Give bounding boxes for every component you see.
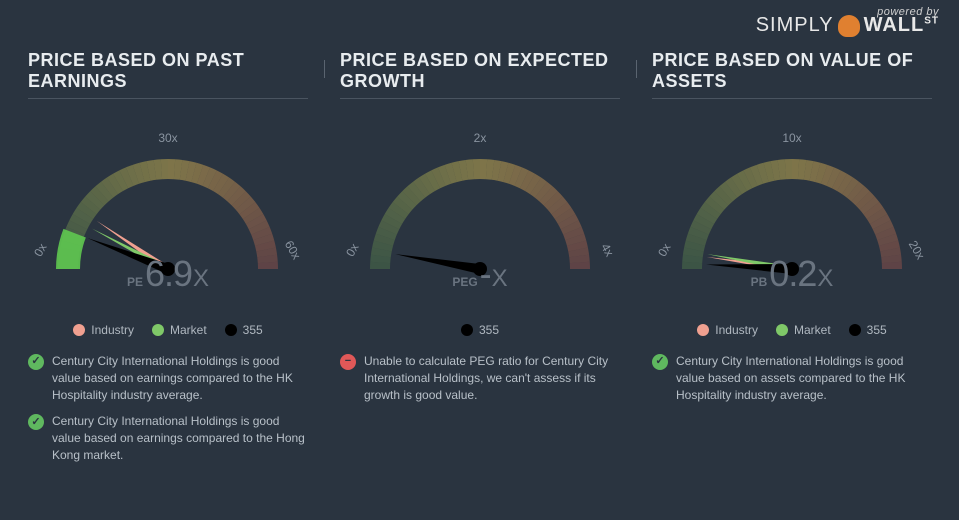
note-text: Century City International Holdings is g… [52, 353, 308, 403]
panel-title: PRICE BASED ON PAST EARNINGS [28, 50, 308, 92]
gauge-wrap: 0x30x60xPE6.9X [28, 119, 308, 319]
brand-logo: powered by SIMPLY WALLST [756, 6, 939, 37]
value-number: 6.9 [145, 253, 192, 295]
gauge-value: PE6.9X [127, 253, 209, 295]
legend-item: Industry [73, 323, 134, 337]
value-prefix: PE [127, 275, 143, 289]
note-item: −Unable to calculate PEG ratio for Centu… [340, 353, 620, 403]
gauge-tick-mid: 10x [782, 131, 801, 145]
legend: 355 [340, 323, 620, 337]
gauge-tick-mid: 2x [474, 131, 487, 145]
logo-simply: SIMPLY [756, 14, 834, 37]
value-number: 0.2 [769, 253, 816, 295]
value-suffix: X [817, 265, 833, 293]
legend: Industry Market 355 [652, 323, 932, 337]
legend-item: 355 [461, 323, 499, 337]
legend-item: 355 [849, 323, 887, 337]
panel-title: PRICE BASED ON VALUE OF ASSETS [652, 50, 932, 92]
legend-label: Market [794, 323, 831, 337]
note-item: ✓ Century City International Holdings is … [28, 413, 308, 463]
value-prefix: PEG [452, 275, 477, 289]
legend-label: 355 [243, 323, 263, 337]
legend-dot-icon [776, 324, 788, 336]
notes-list: ✓ Century City International Holdings is … [28, 353, 308, 464]
legend-dot-icon [73, 324, 85, 336]
legend-dot-icon [849, 324, 861, 336]
gauge-value: PB0.2X [751, 253, 834, 295]
legend-label: 355 [479, 323, 499, 337]
value-suffix: X [193, 265, 209, 293]
legend: Industry Market 355 [28, 323, 308, 337]
note-item: ✓ Century City International Holdings is … [652, 353, 932, 403]
legend-label: Market [170, 323, 207, 337]
note-item: ✓ Century City International Holdings is … [28, 353, 308, 403]
note-text: Unable to calculate PEG ratio for Centur… [364, 353, 620, 403]
gauge-value: PEG-X [452, 253, 507, 295]
logo-wall: WALL [864, 14, 925, 36]
legend-item: Market [152, 323, 207, 337]
panels-container: PRICE BASED ON PAST EARNINGS 0x30x60xPE6.… [0, 0, 959, 474]
legend-item: Industry [697, 323, 758, 337]
divider [28, 98, 308, 99]
divider [340, 98, 620, 99]
bull-icon [838, 15, 860, 37]
check-icon: ✓ [28, 354, 44, 370]
value-prefix: PB [751, 275, 768, 289]
legend-dot-icon [225, 324, 237, 336]
legend-label: 355 [867, 323, 887, 337]
note-text: Century City International Holdings is g… [676, 353, 932, 403]
logo-main: SIMPLY WALLST [756, 14, 939, 37]
legend-item: Market [776, 323, 831, 337]
valuation-panel: PRICE BASED ON VALUE OF ASSETS 0x10x20xPB… [636, 50, 948, 474]
legend-dot-icon [152, 324, 164, 336]
legend-dot-icon [461, 324, 473, 336]
legend-item: 355 [225, 323, 263, 337]
valuation-panel: PRICE BASED ON PAST EARNINGS 0x30x60xPE6.… [12, 50, 324, 474]
divider [652, 98, 932, 99]
check-icon: ✓ [652, 354, 668, 370]
notes-list: −Unable to calculate PEG ratio for Centu… [340, 353, 620, 403]
gauge-wrap: 0x2x4xPEG-X [340, 119, 620, 319]
notes-list: ✓ Century City International Holdings is … [652, 353, 932, 403]
legend-label: Industry [91, 323, 134, 337]
minus-icon: − [340, 354, 356, 370]
valuation-panel: PRICE BASED ON EXPECTED GROWTH 0x2x4xPEG-… [324, 50, 636, 474]
legend-dot-icon [697, 324, 709, 336]
gauge-tick-mid: 30x [158, 131, 177, 145]
legend-label: Industry [715, 323, 758, 337]
value-number: - [480, 253, 491, 295]
panel-title: PRICE BASED ON EXPECTED GROWTH [340, 50, 620, 92]
value-suffix: X [492, 265, 508, 293]
note-text: Century City International Holdings is g… [52, 413, 308, 463]
gauge-wrap: 0x10x20xPB0.2X [652, 119, 932, 319]
check-icon: ✓ [28, 414, 44, 430]
logo-st: ST [924, 15, 939, 26]
